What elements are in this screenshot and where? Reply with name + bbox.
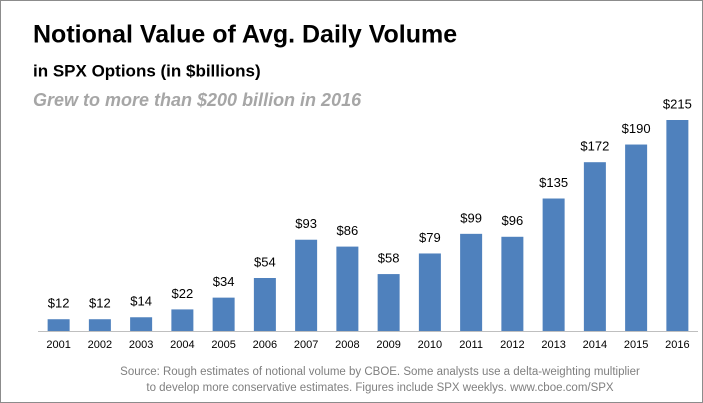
value-label: $215: [663, 96, 692, 111]
value-label: $86: [337, 223, 359, 238]
value-label: $12: [89, 296, 111, 311]
value-label: $14: [130, 294, 152, 309]
bar: [418, 253, 441, 331]
value-label: $12: [48, 296, 70, 311]
bar: [47, 319, 70, 331]
x-tick-label: 2015: [624, 339, 648, 351]
x-tick-label: 2009: [376, 339, 400, 351]
bar: [625, 144, 648, 331]
bar: [171, 309, 194, 331]
x-tick-label: 2011: [459, 339, 483, 351]
x-tick-label: 2005: [211, 339, 235, 351]
bar: [130, 317, 153, 331]
x-tick-label: 2004: [170, 339, 194, 351]
bar: [542, 198, 565, 331]
x-tick-label: 2012: [500, 339, 524, 351]
value-label: $93: [295, 216, 317, 231]
x-tick-label: 2007: [294, 339, 318, 351]
bar: [212, 297, 235, 331]
value-label: $172: [580, 139, 609, 154]
x-tick-label: 2003: [129, 339, 153, 351]
value-label: $190: [622, 121, 651, 136]
x-tick-label: 2013: [541, 339, 565, 351]
bar: [666, 120, 689, 331]
x-tick-label: 2008: [335, 339, 359, 351]
x-tick-label: 2001: [46, 339, 70, 351]
value-label: $135: [539, 175, 568, 190]
x-tick-label: 2002: [88, 339, 112, 351]
bar: [583, 162, 606, 331]
x-tick-label: 2016: [665, 339, 689, 351]
value-label: $79: [419, 230, 441, 245]
value-label: $34: [213, 274, 235, 289]
value-label: $96: [502, 213, 524, 228]
bar: [377, 274, 400, 331]
bar: [460, 233, 483, 331]
bar: [501, 236, 524, 331]
value-label: $99: [460, 210, 482, 225]
annotation: Grew to more than $200 billion in 2016: [33, 90, 362, 110]
source-note: Source: Rough estimates of notional volu…: [120, 366, 640, 378]
x-tick-label: 2014: [583, 339, 607, 351]
chart-subtitle: in SPX Options (in $billions): [33, 61, 261, 80]
bar: [253, 278, 276, 331]
source-note: to develop more conservative estimates. …: [146, 382, 614, 394]
bar: [88, 319, 111, 331]
value-label: $22: [172, 286, 194, 301]
chart-title: Notional Value of Avg. Daily Volume: [33, 21, 457, 49]
value-label: $58: [378, 251, 400, 266]
bar: [336, 246, 359, 331]
x-tick-label: 2006: [253, 339, 277, 351]
x-tick-label: 2010: [418, 339, 442, 351]
bar: [295, 239, 318, 331]
value-label: $54: [254, 254, 276, 269]
